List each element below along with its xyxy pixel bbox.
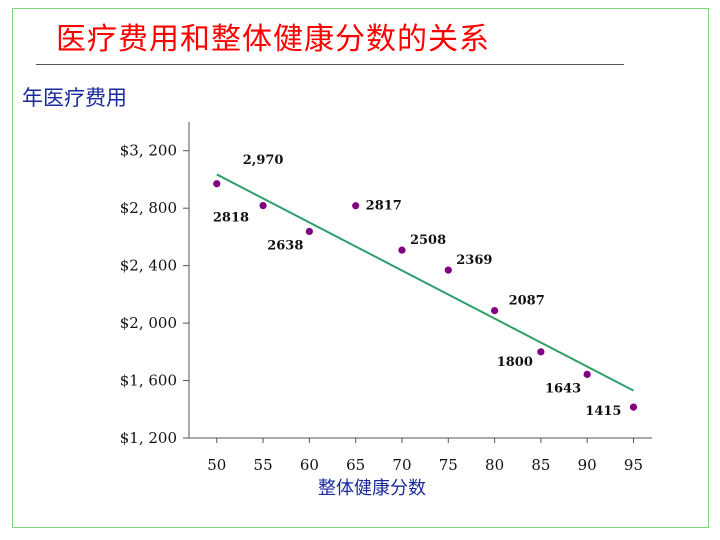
- y-tick-label: $1, 600: [120, 372, 177, 390]
- data-point: [583, 370, 591, 378]
- slide-frame: [12, 8, 709, 528]
- data-label: 1800: [497, 355, 533, 370]
- data-label: 2508: [410, 233, 446, 248]
- data-point: [490, 306, 499, 315]
- data-point: [259, 201, 267, 210]
- data-label: 1643: [545, 381, 581, 396]
- data-label: 2,970: [243, 153, 284, 168]
- x-tick-label: 50: [207, 456, 226, 474]
- data-point: [537, 348, 545, 356]
- data-label: 2817: [366, 199, 402, 214]
- data-point: [398, 246, 406, 254]
- trendline: [216, 173, 634, 392]
- y-axis-title: 年医疗费用: [22, 86, 127, 110]
- y-tick-label: $3, 200: [120, 142, 177, 160]
- title-divider: [36, 64, 624, 65]
- x-tick-label: 65: [346, 456, 365, 474]
- x-tick-label: 60: [300, 456, 319, 474]
- data-point: [444, 266, 452, 274]
- data-point: [352, 202, 360, 210]
- x-tick-label: 85: [531, 456, 550, 474]
- x-axis-title: 整体健康分数: [318, 478, 426, 499]
- data-label: 2087: [509, 294, 545, 309]
- data-label: 2818: [213, 211, 249, 226]
- data-label: 2369: [456, 253, 492, 268]
- data-label: 1415: [585, 404, 621, 419]
- x-tick-label: 90: [578, 456, 597, 474]
- data-labels: 2,970 2818 2638 2817 2508 2369 2087 1800 1643 141…: [213, 153, 622, 419]
- y-tick-label: $2, 000: [120, 314, 177, 332]
- data-point: [629, 403, 638, 411]
- y-tick-label: $2, 800: [120, 199, 177, 217]
- x-tick-label: 80: [485, 456, 504, 474]
- y-tick-label: $1, 200: [120, 429, 177, 447]
- trendline-group: [216, 173, 634, 392]
- x-tick-label: 95: [624, 456, 643, 474]
- page-title: 医疗费用和整体健康分数的关系: [56, 22, 490, 57]
- x-tick-label: 55: [254, 456, 273, 474]
- data-point: [213, 180, 221, 188]
- data-point: [305, 227, 313, 236]
- x-tick-label: 75: [439, 456, 458, 474]
- y-tick-label: $2, 400: [120, 257, 177, 275]
- data-points: [213, 180, 638, 411]
- x-tick-label: 70: [392, 456, 411, 474]
- chart-axes: $1, 200 $1, 600 $2, 000 $2, 400 $2, 800 $3, 2…: [120, 122, 652, 474]
- data-label: 2638: [267, 238, 303, 253]
